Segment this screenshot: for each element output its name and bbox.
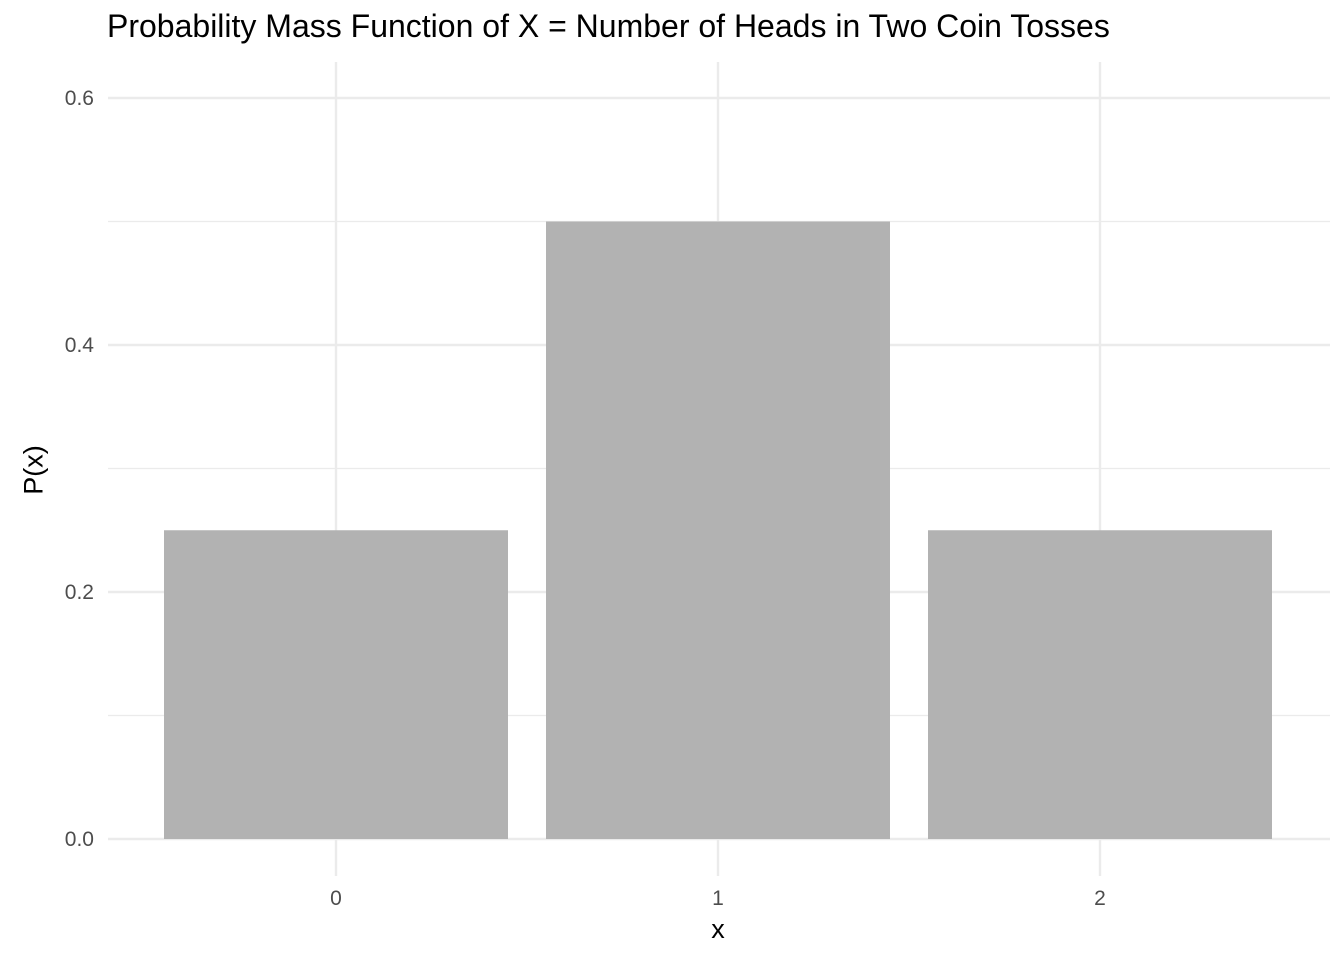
bar-1 (546, 221, 890, 839)
x-tick-label: 0 (330, 887, 342, 910)
bar-0 (164, 530, 508, 839)
y-tick-label: 0.6 (65, 87, 94, 110)
x-tick-label: 2 (1094, 887, 1106, 910)
x-tick-label: 1 (712, 887, 724, 910)
y-tick-label: 0.2 (65, 581, 94, 604)
y-tick-label: 0.4 (65, 334, 95, 357)
x-axis-label: x (711, 914, 725, 944)
chart-title: Probability Mass Function of X = Number … (107, 8, 1110, 44)
bars (164, 221, 1272, 839)
y-axis-label: P(x) (18, 445, 49, 495)
bar-2 (928, 530, 1272, 839)
y-tick-labels: 0.0 0.2 0.4 0.6 (65, 87, 95, 851)
y-tick-label: 0.0 (65, 828, 94, 851)
x-tick-labels: 0 1 2 (330, 887, 1106, 910)
